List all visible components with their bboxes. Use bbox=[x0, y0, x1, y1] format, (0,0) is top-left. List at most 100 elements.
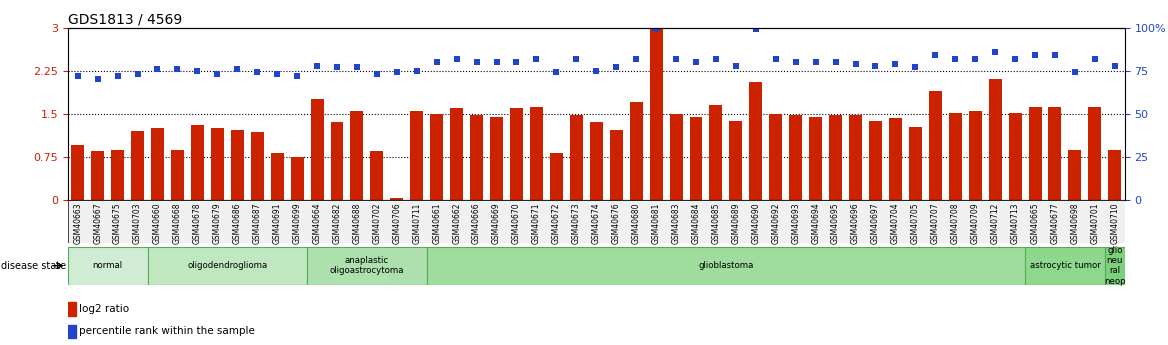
Point bbox=[786, 59, 805, 65]
Point bbox=[986, 49, 1004, 55]
Bar bbox=[131, 131, 144, 200]
Point bbox=[109, 73, 127, 79]
Bar bbox=[750, 82, 763, 200]
Text: normal: normal bbox=[92, 261, 123, 270]
Point bbox=[307, 63, 326, 68]
Text: GSM40677: GSM40677 bbox=[1050, 202, 1059, 244]
Point bbox=[1085, 56, 1104, 61]
Point bbox=[467, 59, 486, 65]
Bar bbox=[570, 115, 583, 200]
Bar bbox=[510, 108, 523, 200]
Text: GSM40692: GSM40692 bbox=[771, 202, 780, 244]
Bar bbox=[68, 200, 1125, 243]
Text: GSM40703: GSM40703 bbox=[133, 202, 142, 244]
Text: GSM40665: GSM40665 bbox=[1030, 202, 1040, 244]
Text: GSM40689: GSM40689 bbox=[731, 202, 741, 244]
Text: GSM40693: GSM40693 bbox=[791, 202, 800, 244]
Text: GSM40683: GSM40683 bbox=[672, 202, 681, 244]
Bar bbox=[147, 247, 307, 285]
Text: GSM40666: GSM40666 bbox=[472, 202, 481, 244]
Bar bbox=[1029, 107, 1042, 200]
Text: GSM40695: GSM40695 bbox=[832, 202, 840, 244]
Point bbox=[188, 68, 207, 73]
Bar bbox=[709, 105, 723, 200]
Bar bbox=[450, 108, 464, 200]
Point bbox=[867, 63, 885, 68]
Point bbox=[687, 59, 705, 65]
Bar bbox=[111, 149, 124, 200]
Text: GSM40712: GSM40712 bbox=[990, 202, 1000, 244]
Bar bbox=[530, 107, 543, 200]
Bar bbox=[1069, 149, 1082, 200]
Bar bbox=[1105, 247, 1125, 285]
Bar bbox=[1026, 247, 1105, 285]
Text: GSM40684: GSM40684 bbox=[691, 202, 701, 244]
Bar bbox=[68, 302, 76, 316]
Text: GSM40708: GSM40708 bbox=[951, 202, 960, 244]
Point bbox=[1026, 52, 1044, 58]
Text: GSM40702: GSM40702 bbox=[373, 202, 382, 244]
Point bbox=[267, 71, 286, 77]
Text: GSM40709: GSM40709 bbox=[971, 202, 980, 244]
Bar bbox=[307, 247, 426, 285]
Text: GSM40669: GSM40669 bbox=[492, 202, 501, 244]
Point bbox=[667, 56, 686, 61]
Point bbox=[168, 66, 187, 72]
Text: GSM40661: GSM40661 bbox=[432, 202, 442, 244]
Bar bbox=[71, 146, 84, 200]
Text: GSM40704: GSM40704 bbox=[891, 202, 899, 244]
Point bbox=[89, 77, 107, 82]
Text: GSM40687: GSM40687 bbox=[252, 202, 262, 244]
Bar bbox=[550, 153, 563, 200]
Bar bbox=[988, 79, 1002, 200]
Point bbox=[287, 73, 306, 79]
Text: GSM40679: GSM40679 bbox=[213, 202, 222, 244]
Point bbox=[887, 61, 905, 67]
Point bbox=[69, 73, 88, 79]
Bar bbox=[649, 28, 662, 200]
Point bbox=[208, 71, 227, 77]
Point bbox=[566, 56, 585, 61]
Text: disease state: disease state bbox=[1, 261, 67, 270]
Text: GSM40710: GSM40710 bbox=[1111, 202, 1119, 244]
Point bbox=[806, 59, 825, 65]
Text: log2 ratio: log2 ratio bbox=[79, 304, 130, 314]
Bar bbox=[869, 121, 882, 200]
Text: GSM40678: GSM40678 bbox=[193, 202, 202, 244]
Text: GDS1813 / 4569: GDS1813 / 4569 bbox=[68, 12, 182, 27]
Point bbox=[487, 59, 506, 65]
Bar bbox=[909, 127, 922, 200]
Bar bbox=[729, 121, 743, 200]
Text: oligodendroglioma: oligodendroglioma bbox=[187, 261, 267, 270]
Text: GSM40706: GSM40706 bbox=[392, 202, 402, 244]
Text: GSM40707: GSM40707 bbox=[931, 202, 940, 244]
Bar bbox=[350, 111, 363, 200]
Bar bbox=[331, 122, 343, 200]
Bar bbox=[770, 114, 783, 200]
Point bbox=[946, 56, 965, 61]
Bar bbox=[669, 114, 682, 200]
Text: GSM40670: GSM40670 bbox=[512, 202, 521, 244]
Point bbox=[1006, 56, 1024, 61]
Text: GSM40694: GSM40694 bbox=[811, 202, 820, 244]
Text: GSM40690: GSM40690 bbox=[751, 202, 760, 244]
Text: GSM40713: GSM40713 bbox=[1010, 202, 1020, 244]
Point bbox=[627, 56, 646, 61]
Text: GSM40673: GSM40673 bbox=[572, 202, 580, 244]
Bar bbox=[470, 115, 484, 200]
Point bbox=[1065, 70, 1084, 75]
Bar bbox=[151, 128, 164, 200]
Text: GSM40688: GSM40688 bbox=[353, 202, 361, 244]
Bar bbox=[590, 122, 603, 200]
Text: GSM40698: GSM40698 bbox=[1070, 202, 1079, 244]
Text: GSM40691: GSM40691 bbox=[272, 202, 281, 244]
Text: GSM40672: GSM40672 bbox=[551, 202, 561, 244]
Bar bbox=[171, 149, 183, 200]
Point bbox=[148, 66, 167, 72]
Text: GSM40667: GSM40667 bbox=[93, 202, 102, 244]
Text: GSM40662: GSM40662 bbox=[452, 202, 461, 244]
Bar bbox=[491, 117, 503, 200]
Text: GSM40674: GSM40674 bbox=[592, 202, 600, 244]
Bar bbox=[630, 102, 642, 200]
Point bbox=[766, 56, 785, 61]
